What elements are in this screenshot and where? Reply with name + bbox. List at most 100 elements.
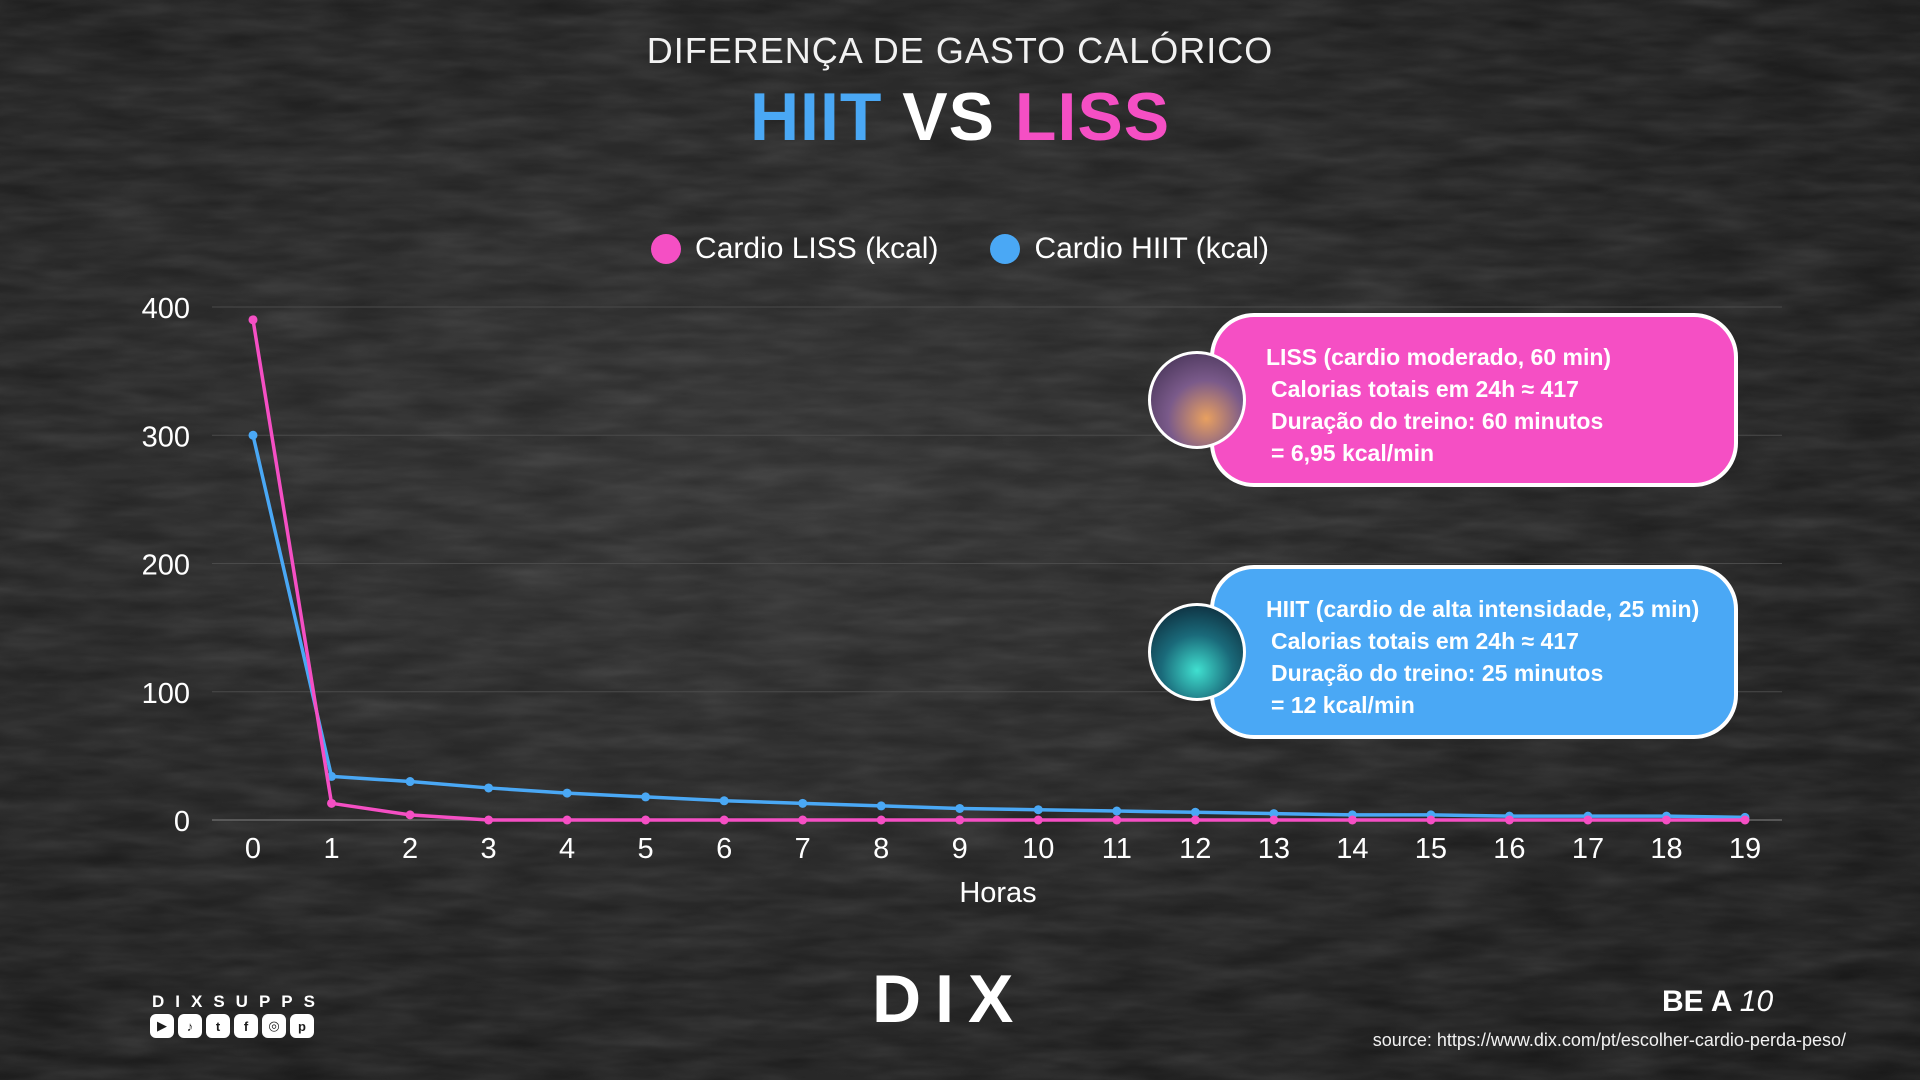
data-point-hiit — [876, 801, 886, 811]
data-point-hiit — [484, 783, 494, 793]
hiit-card-total: Calorias totais em 24h ≈ 417 — [1271, 628, 1579, 654]
legend-liss-label: Cardio LISS (kcal) — [695, 232, 939, 265]
title-hiit: HIIT — [749, 79, 883, 155]
y-tick-label: 200 — [142, 550, 190, 582]
x-tick-label: 12 — [1179, 833, 1211, 865]
legend-hiit-label: Cardio HIIT (kcal) — [1034, 232, 1269, 265]
twitter-icon[interactable]: t — [206, 1014, 230, 1038]
data-point-liss — [1426, 815, 1436, 825]
data-point-liss — [1583, 815, 1593, 825]
data-point-liss — [484, 815, 494, 825]
source-link[interactable]: source: https://www.dix.com/pt/escolher-… — [1372, 1030, 1846, 1050]
header: DIFERENÇA DE GASTO CALÓRICO HIIT VS LISS — [0, 30, 1920, 156]
liss-card-title: LISS (cardio moderado, 60 min) — [1266, 344, 1612, 370]
instagram-icon[interactable]: ◎ — [262, 1014, 286, 1038]
x-tick-label: 8 — [873, 833, 889, 865]
chart-legend: Cardio LISS (kcal) Cardio HIIT (kcal) — [0, 232, 1920, 266]
x-tick-label: 15 — [1415, 833, 1447, 865]
x-tick-label: 5 — [638, 833, 654, 865]
data-point-hiit — [248, 430, 258, 440]
data-point-liss — [719, 815, 729, 825]
data-point-liss — [798, 815, 808, 825]
legend-liss-dot-icon — [651, 234, 682, 264]
data-point-hiit — [641, 792, 651, 802]
x-tick-label: 11 — [1102, 833, 1132, 865]
x-tick-label: 10 — [1022, 833, 1054, 865]
data-point-liss — [1112, 815, 1122, 825]
data-point-hiit — [562, 788, 572, 798]
data-point-hiit — [1033, 805, 1043, 815]
data-point-liss — [955, 815, 965, 825]
chart-subtitle: DIFERENÇA DE GASTO CALÓRICO — [646, 30, 1274, 71]
x-tick-label: 6 — [716, 833, 732, 865]
data-point-liss — [327, 798, 337, 808]
x-tick-label: 4 — [559, 833, 575, 865]
tagline-text: BE A — [1662, 985, 1732, 1018]
x-tick-label: 13 — [1258, 833, 1290, 865]
x-tick-label: 17 — [1572, 833, 1604, 865]
data-point-liss — [1661, 815, 1671, 825]
liss-card-rate: = 6,95 kcal/min — [1271, 440, 1435, 466]
x-tick-label: 9 — [952, 833, 968, 865]
legend-item-hiit: Cardio HIIT (kcal) — [990, 232, 1269, 266]
liss-card-duration: Duração do treino: 60 minutos — [1271, 408, 1604, 434]
data-point-liss — [641, 815, 651, 825]
x-tick-label: 2 — [402, 833, 418, 865]
data-point-liss — [405, 810, 415, 820]
brand-name-small: DIXSUPPS — [152, 992, 326, 1011]
legend-hiit-dot-icon — [990, 234, 1021, 264]
x-tick-label: 1 — [323, 833, 339, 865]
data-point-hiit — [1269, 809, 1279, 819]
hiit-card-title: HIIT (cardio de alta intensidade, 25 min… — [1266, 596, 1700, 622]
legend-item-liss: Cardio LISS (kcal) — [651, 232, 938, 266]
facebook-icon[interactable]: f — [234, 1014, 258, 1038]
x-tick-label: 16 — [1493, 833, 1525, 865]
data-point-liss — [1190, 815, 1200, 825]
x-axis-label: Horas — [959, 877, 1036, 909]
dix-logo: DIX — [872, 961, 1028, 1037]
data-point-hiit — [955, 803, 965, 813]
y-tick-label: 300 — [142, 421, 190, 453]
x-tick-label: 19 — [1729, 833, 1761, 865]
tiktok-icon[interactable]: ♪ — [178, 1014, 202, 1038]
title-liss: LISS — [1014, 79, 1171, 155]
y-tick-label: 0 — [174, 806, 190, 838]
tagline-number: 10 — [1739, 985, 1774, 1018]
pinterest-icon[interactable]: p — [290, 1014, 314, 1038]
sprinter-avatar-icon — [1148, 603, 1246, 701]
data-point-liss — [876, 815, 886, 825]
series-line-liss — [251, 319, 1745, 822]
chart-title: HIIT VS LISS — [0, 78, 1920, 156]
data-point-liss — [1033, 815, 1043, 825]
liss-info-card: LISS (cardio moderado, 60 min) Calorias … — [1148, 313, 1738, 487]
x-tick-label: 18 — [1650, 833, 1682, 865]
runner-avatar-icon — [1148, 351, 1246, 449]
series-line-hiit — [251, 434, 1746, 820]
social-links: ▶ ♪ t f ◎ p — [150, 1014, 314, 1038]
y-tick-label: 100 — [142, 678, 190, 710]
data-point-hiit — [405, 777, 415, 787]
data-point-liss — [248, 315, 258, 325]
data-point-hiit — [1190, 807, 1200, 817]
hiit-card-rate: = 12 kcal/min — [1271, 692, 1415, 718]
y-tick-label: 400 — [142, 293, 190, 325]
x-tick-label: 14 — [1336, 833, 1368, 865]
data-point-liss — [1269, 815, 1279, 825]
data-point-liss — [1740, 815, 1750, 825]
title-vs: VS — [902, 79, 995, 155]
data-point-liss — [1347, 815, 1357, 825]
x-tick-label: 7 — [795, 833, 811, 865]
tagline: BE A 10 — [1662, 985, 1773, 1019]
data-point-hiit — [798, 798, 808, 808]
youtube-icon[interactable]: ▶ — [150, 1014, 174, 1038]
data-point-hiit — [719, 796, 729, 806]
data-point-hiit — [1112, 806, 1122, 816]
data-point-liss — [562, 815, 572, 825]
data-point-liss — [1504, 815, 1514, 825]
x-tick-label: 0 — [245, 833, 261, 865]
hiit-info-card: HIIT (cardio de alta intensidade, 25 min… — [1148, 565, 1738, 739]
liss-card-total: Calorias totais em 24h ≈ 417 — [1271, 376, 1579, 402]
x-tick-label: 3 — [481, 833, 497, 865]
